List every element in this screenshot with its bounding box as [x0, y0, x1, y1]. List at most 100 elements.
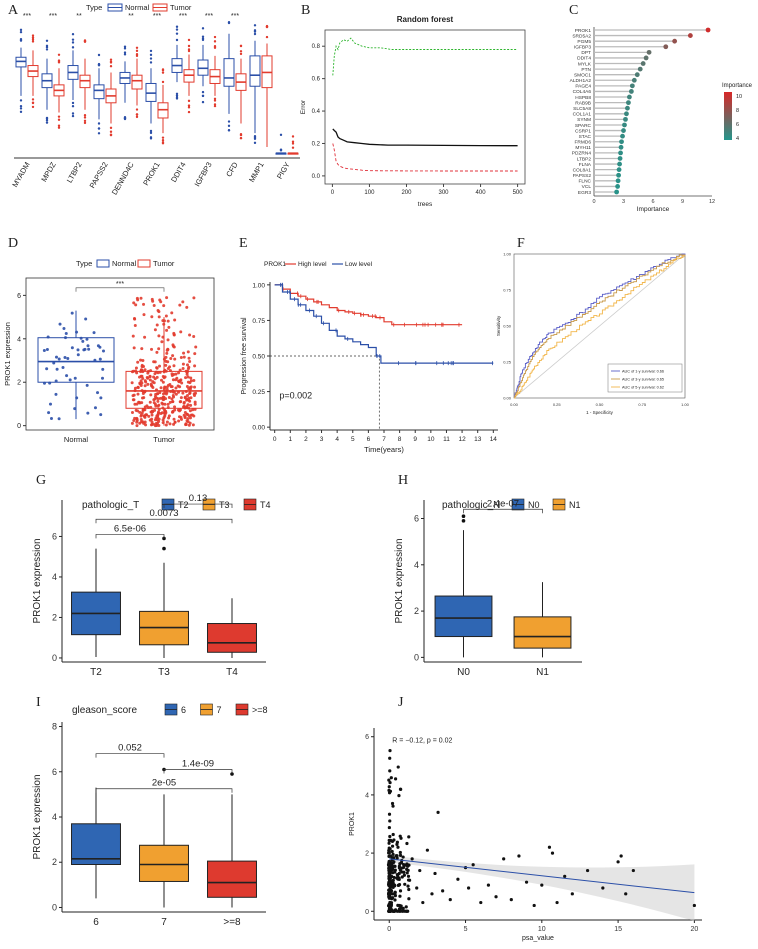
j-point: [392, 875, 396, 880]
d-point-tumor: [188, 391, 192, 395]
d-point-normal: [98, 357, 102, 361]
f-y-tick-label: 0.75: [503, 288, 512, 293]
d-point-normal: [42, 348, 46, 352]
d-legend-key-tumor: [137, 259, 151, 268]
c-point-sparc: [622, 122, 627, 128]
j-point: [388, 756, 392, 760]
d-point-tumor: [134, 366, 138, 370]
d-point-tumor: [185, 305, 189, 309]
d-point-tumor: [141, 420, 145, 424]
d-point-tumor: [171, 393, 175, 397]
panelI-y-tick-label: 6: [52, 767, 57, 777]
d-point-normal: [68, 378, 72, 382]
c-gene-label-ddit4: DDIT4: [577, 56, 591, 62]
d-point-tumor: [162, 357, 166, 361]
d-point-tumor: [160, 378, 164, 382]
panelI-comparison-bracket: [95, 788, 233, 793]
panelI-y-tick-label: 8: [52, 722, 57, 732]
panel-i-boxplot: 0 2 4 6 8 PROK1 expression gleason_score 6 7 >=8 6…: [32, 703, 268, 928]
j-point: [390, 849, 394, 854]
panelG-comparison-label: 0.0073: [149, 508, 178, 519]
a-outlier: [161, 80, 165, 84]
a-tick-label-ltbp2: LTBP2: [65, 161, 84, 185]
b-y-tick-label: 0.4: [312, 109, 321, 115]
a-outlier: [97, 64, 101, 67]
f-roc-curve-3-y: [514, 254, 686, 399]
panelH-legend-label: N1: [569, 500, 581, 510]
a-outlier: [161, 68, 165, 72]
j-point: [399, 787, 403, 791]
a-outlier: [31, 40, 35, 43]
j-point: [395, 840, 399, 844]
j-point: [547, 845, 552, 849]
c-point-ptn: [637, 66, 643, 72]
j-point: [532, 903, 536, 908]
a-outlier: [291, 146, 295, 149]
j-point: [397, 907, 402, 911]
d-point-tumor: [193, 400, 197, 404]
j-point: [418, 868, 422, 873]
a-cfd-normal-box: [223, 58, 235, 87]
d-point-normal: [84, 317, 88, 321]
d-point-tumor: [162, 387, 166, 391]
d-point-normal: [76, 348, 80, 352]
d-point-tumor: [191, 423, 195, 427]
e-y-tick-label: 1.00: [252, 282, 265, 289]
d-point-tumor: [193, 385, 197, 389]
d-y-tick-label: 6: [17, 293, 21, 300]
panelI-y-tick-label: 2: [52, 857, 57, 867]
j-point: [387, 896, 391, 900]
d-point-tumor: [179, 396, 183, 400]
d-point-tumor: [193, 407, 197, 411]
d-point-tumor: [175, 376, 179, 380]
panelG-legend-label: T4: [260, 500, 271, 510]
d-point-tumor: [139, 358, 143, 362]
a-outlier: [109, 130, 113, 133]
d-y-tick-label: 2: [17, 380, 21, 387]
d-point-tumor: [138, 375, 142, 379]
d-point-tumor: [171, 378, 175, 382]
a-outlier: [19, 37, 23, 41]
d-point-tumor: [159, 386, 163, 390]
j-point: [405, 909, 409, 913]
d-point-tumor: [188, 409, 192, 413]
f-x-tick-label: 0.00: [510, 402, 519, 407]
e-x-tick-label: 8: [398, 436, 402, 443]
d-point-tumor: [185, 372, 189, 376]
d-point-tumor: [166, 405, 170, 409]
a-legend-label-normal: Normal: [125, 3, 150, 12]
a-outlier: [31, 101, 35, 104]
a-outlier: [227, 124, 231, 128]
c-gene-label-prok1: PROK1: [575, 28, 592, 34]
d-point-tumor: [164, 314, 168, 318]
d-point-tumor: [194, 345, 198, 349]
j-point: [466, 886, 471, 890]
e-x-tick-label: 1: [288, 436, 292, 443]
c-gene-label-hspb8: HSPB8: [575, 95, 591, 101]
d-significance-bracket: [75, 287, 165, 292]
c-point-igfbp3: [663, 44, 669, 50]
c-gene-label-igfbp3: IGFBP3: [574, 45, 591, 51]
d-point-tumor: [131, 334, 135, 338]
d-point-tumor: [188, 360, 192, 364]
d-point-tumor: [130, 381, 134, 385]
j-point: [448, 898, 452, 902]
j-point: [387, 825, 391, 830]
e-ylabel: Progression free survival: [241, 317, 248, 394]
f-legend-label: AUC of 1-y survival: 0.66: [622, 370, 664, 374]
d-point-tumor: [143, 384, 147, 388]
d-point-tumor: [153, 418, 157, 422]
j-point: [392, 838, 396, 842]
d-point-tumor: [192, 379, 196, 383]
c-point-page4: [629, 83, 635, 89]
panelH-outlier: [461, 519, 466, 523]
a-tick-label-pigy: PIGY: [275, 161, 292, 181]
d-point-tumor: [152, 375, 156, 379]
c-gene-label-synm: SYNM: [577, 117, 591, 123]
d-point-tumor: [141, 408, 145, 412]
d-point-normal: [92, 331, 96, 335]
d-point-tumor: [171, 409, 175, 413]
panelI-ylabel: PROK1 expression: [32, 774, 43, 859]
panelH-N0-box: [434, 595, 493, 638]
